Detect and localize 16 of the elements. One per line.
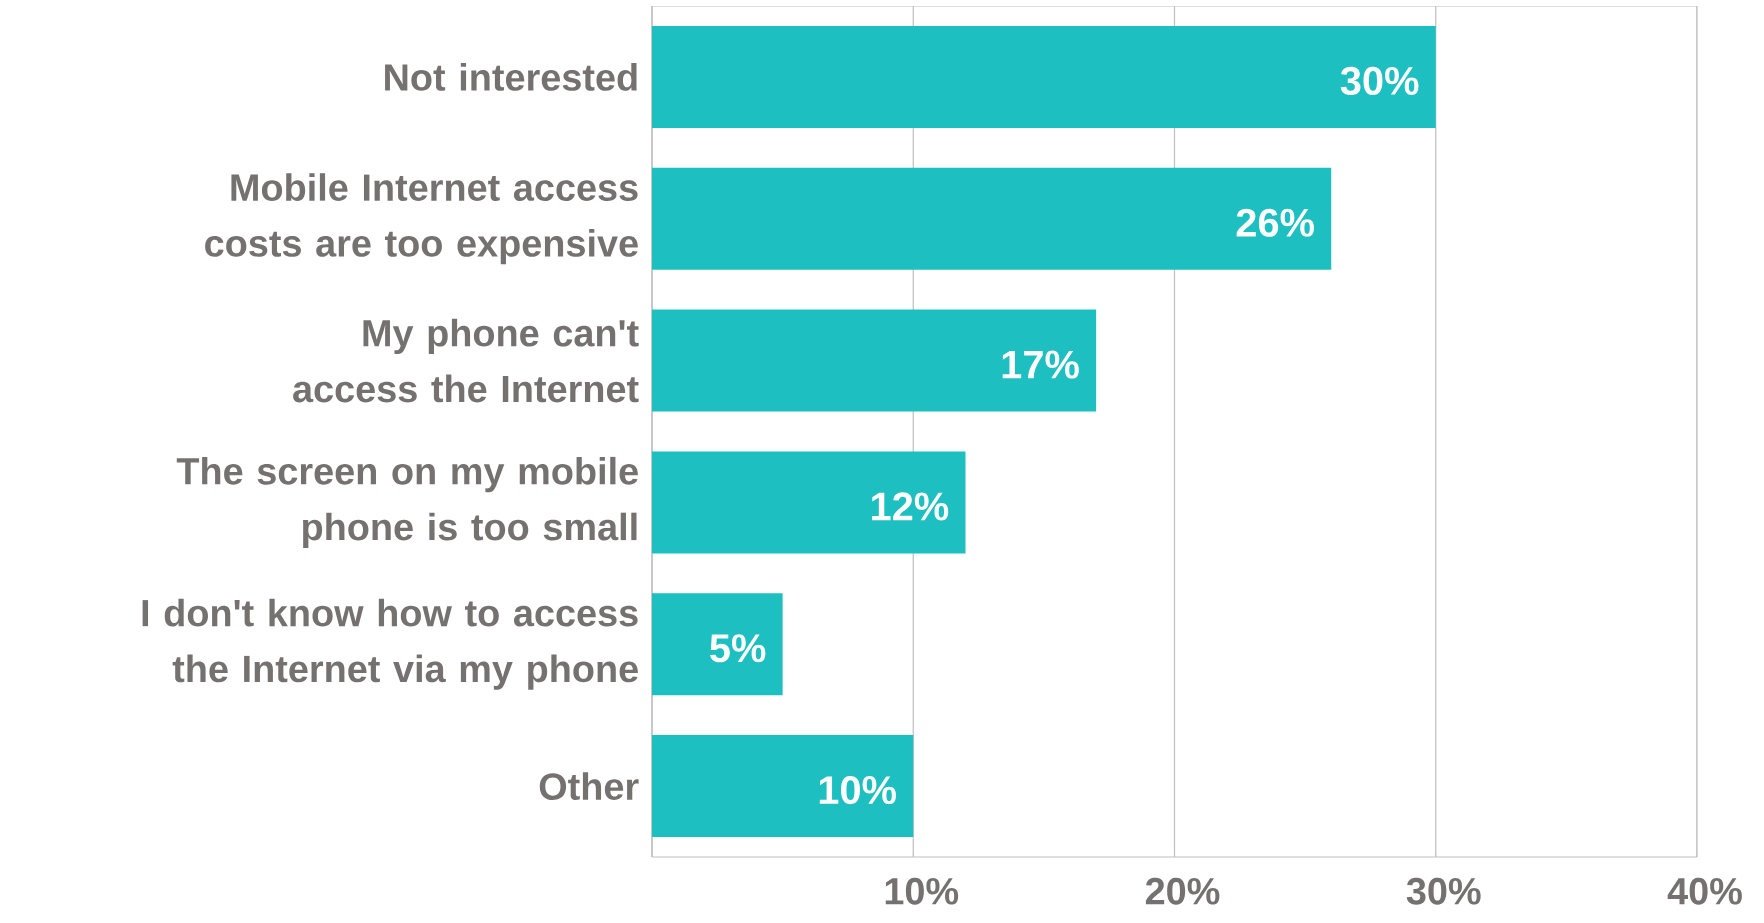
x-tick-label: 40%	[1667, 877, 1742, 905]
y-tick-label: I don't know how to access the Internet via my phone	[142, 598, 638, 690]
data-label: 26%	[1236, 208, 1314, 237]
data-label: 5%	[710, 634, 766, 663]
data-label: 10%	[819, 775, 896, 805]
data-label: 12%	[872, 492, 949, 521]
y-tick-label: My phone can't access the Internet	[293, 318, 639, 403]
x-tick-label: 30%	[1406, 877, 1481, 905]
y-tick-label: Other	[539, 772, 639, 800]
y-tick-label: Mobile Internet access costs are too expensive	[205, 173, 638, 265]
data-label: 17%	[1002, 350, 1079, 379]
x-tick-label: 20%	[1145, 877, 1220, 905]
y-tick-label: The screen on my mobile phone is too small	[176, 456, 638, 548]
data-label: 30%	[1340, 66, 1419, 96]
x-tick-label: 10%	[885, 877, 959, 905]
y-tick-label: Not interested	[385, 63, 637, 91]
